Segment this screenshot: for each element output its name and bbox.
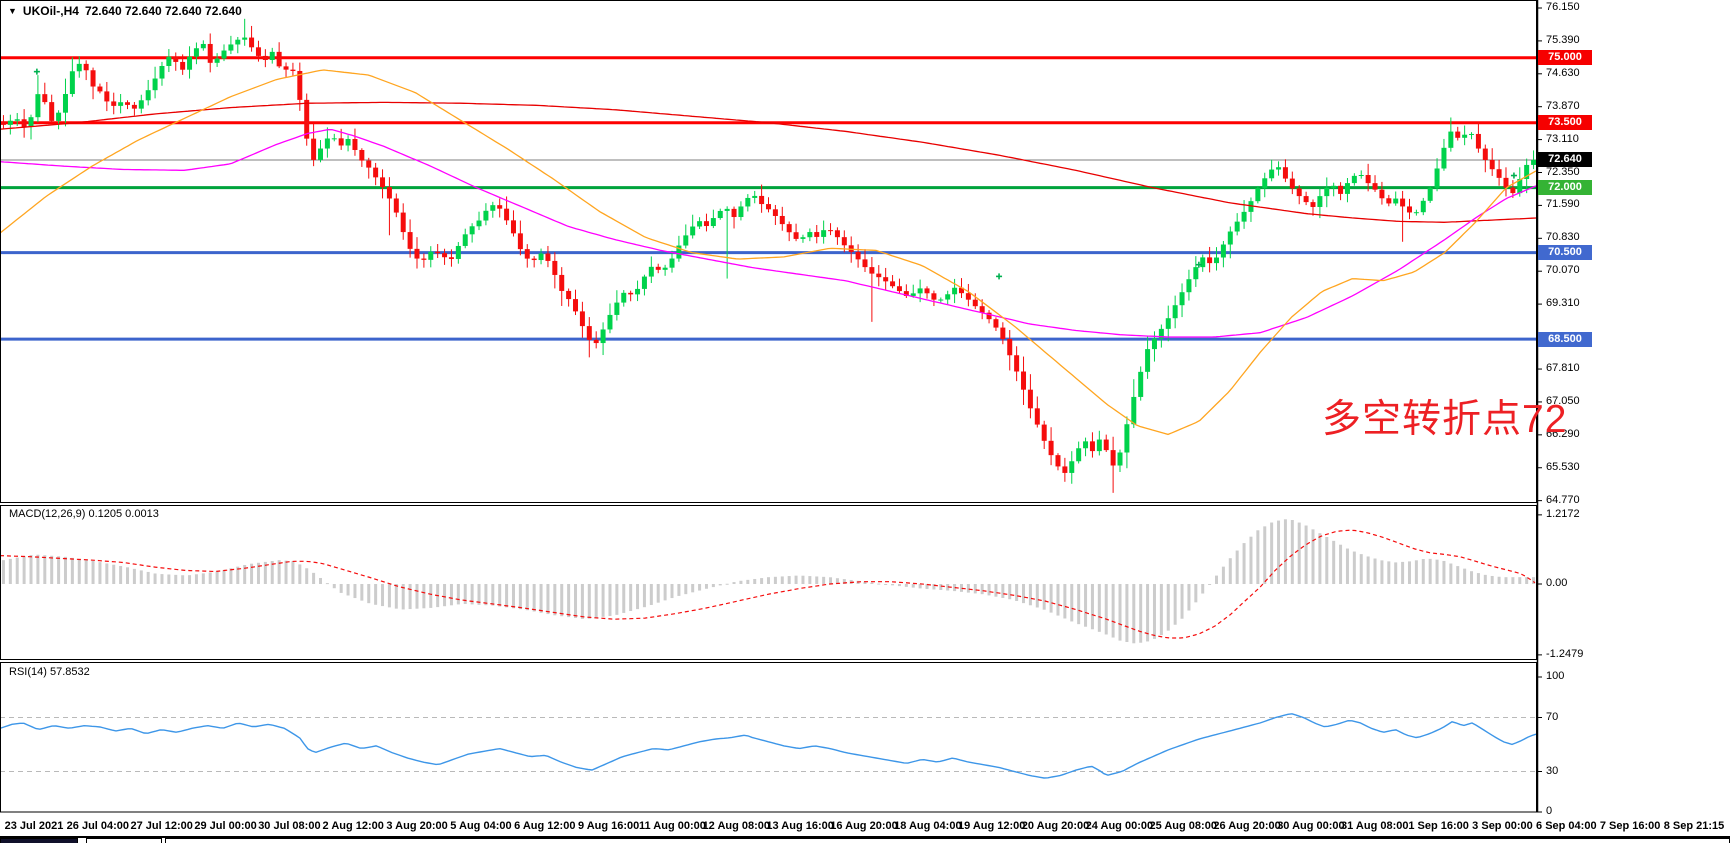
time-tick-label: 26 Aug 20:00: [1213, 820, 1281, 832]
time-tick-label: 20 Aug 20:00: [1021, 820, 1090, 832]
taskbar-segment[interactable]: [165, 838, 1730, 843]
price-tick-label: 70.070: [1546, 264, 1580, 277]
time-tick-label: 29 Jul 00:00: [194, 820, 257, 832]
time-tick-label: 31 Aug 08:00: [1341, 820, 1409, 832]
collapse-arrow-icon[interactable]: ▼: [8, 6, 17, 16]
price-level-badge: 70.500: [1538, 245, 1592, 261]
rsi-tick-label: 70: [1546, 710, 1559, 723]
price-level-badge: 68.500: [1538, 331, 1592, 347]
rsi-tick-label: 30: [1546, 764, 1559, 777]
time-tick-label: 6 Aug 12:00: [514, 820, 576, 832]
price-tick-label: 75.390: [1546, 33, 1580, 46]
current-price-badge: 72.640: [1538, 152, 1592, 168]
panel-separator-rsi[interactable]: [0, 658, 1537, 662]
time-tick-label: 2 Aug 12:00: [322, 820, 384, 832]
time-tick-label: 9 Aug 16:00: [577, 820, 640, 832]
price-tick-label: 74.630: [1546, 66, 1580, 79]
price-level-badge: 75.000: [1538, 50, 1592, 66]
time-tick-label: 13 Aug 16:00: [766, 820, 834, 832]
macd-tick-label: -1.2479: [1546, 647, 1584, 660]
price-tick-label: 72.350: [1546, 165, 1580, 178]
price-tick-label: 76.150: [1546, 1, 1580, 13]
price-tick-label: 65.530: [1546, 460, 1580, 473]
symbol-ohlc-header: ▼ UKOil-,H4 72.640 72.640 72.640 72.640: [8, 4, 242, 18]
time-tick-label: 26 Jul 04:00: [66, 820, 130, 832]
time-tick-label: 23 Jul 2021: [4, 820, 64, 832]
symbol-label: UKOil-,H4: [22, 4, 79, 18]
chinese-annotation: 多空转折点72: [1322, 398, 1568, 441]
time-tick-label: 3 Sep 00:00: [1472, 820, 1533, 832]
time-tick-label: 19 Aug 12:00: [957, 820, 1026, 832]
rsi-tick-label: 100: [1546, 670, 1565, 682]
price-level-badge: 72.000: [1538, 180, 1592, 196]
price-tick-label: 67.810: [1546, 362, 1580, 375]
time-tick-label: 30 Aug 00:00: [1277, 820, 1345, 832]
price-tick-label: 66.290: [1546, 427, 1580, 440]
rsi-indicator-label: RSI(14) 57.8532: [9, 666, 90, 678]
time-tick-label: 5 Aug 04:00: [450, 820, 512, 832]
time-tick-label: 24 Aug 00:00: [1085, 820, 1154, 832]
time-tick-label: 7 Sep 16:00: [1599, 820, 1661, 832]
price-tick-label: 64.770: [1546, 493, 1580, 506]
macd-tick-label: 1.2172: [1546, 507, 1580, 520]
taskbar-segment[interactable]: [0, 838, 78, 843]
time-tick-label: 8 Sep 21:15: [1663, 820, 1725, 832]
time-tick-label: 16 Aug 20:00: [830, 820, 898, 832]
price-tick-label: 71.590: [1546, 198, 1580, 211]
price-tick-label: 73.870: [1546, 99, 1580, 112]
rsi-tick-label: 0: [1546, 805, 1553, 817]
time-tick-label: 6 Sep 04:00: [1536, 820, 1597, 832]
time-tick-label: 1 Sep 16:00: [1408, 820, 1469, 832]
time-tick-label: 12 Aug 08:00: [702, 820, 771, 832]
price-tick-label: 69.310: [1546, 297, 1580, 310]
macd-tick-label: 0.00: [1546, 577, 1568, 589]
time-tick-label: 27 Jul 12:00: [130, 820, 193, 832]
time-tick-label: 25 Aug 08:00: [1149, 820, 1217, 832]
price-tick-label: 67.050: [1546, 394, 1580, 407]
panel-separator-macd[interactable]: [0, 501, 1537, 505]
time-tick-label: 18 Aug 04:00: [894, 820, 962, 832]
price-level-badge: 73.500: [1538, 115, 1592, 131]
taskbar-segment[interactable]: [86, 838, 162, 843]
price-tick-label: 70.830: [1546, 231, 1580, 244]
time-tick-label: 11 Aug 00:00: [639, 820, 706, 832]
time-tick-label: 3 Aug 20:00: [386, 820, 448, 832]
time-tick-label: 30 Jul 08:00: [258, 820, 321, 832]
taskbar-strip: [0, 836, 1730, 843]
ohlc-values: 72.640 72.640 72.640 72.640: [84, 4, 242, 18]
macd-indicator-label: MACD(12,26,9) 0.1205 0.0013: [9, 508, 159, 520]
price-tick-label: 73.110: [1546, 132, 1579, 145]
